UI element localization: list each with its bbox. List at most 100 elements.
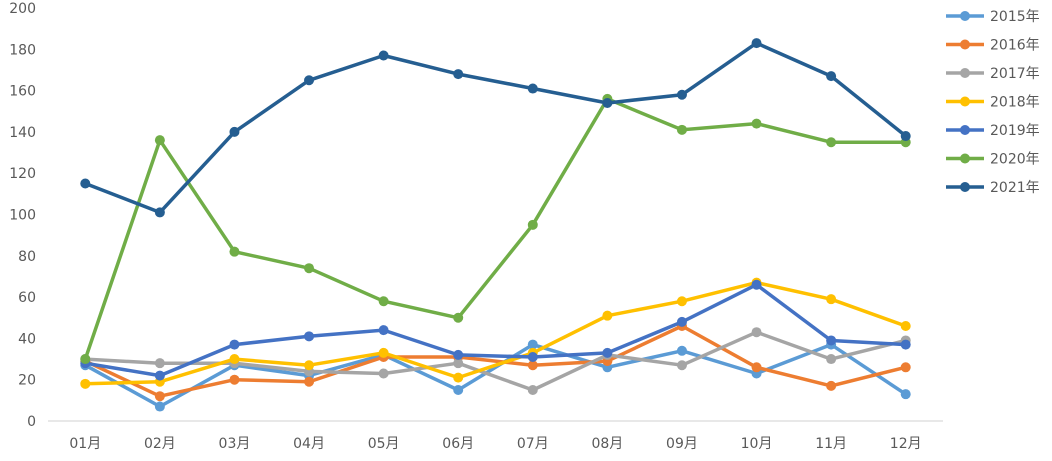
data-point bbox=[304, 360, 315, 371]
data-point bbox=[900, 389, 911, 400]
data-point bbox=[900, 362, 911, 373]
data-point bbox=[378, 347, 389, 358]
y-tick-label: 0 bbox=[27, 414, 36, 430]
legend-swatch-marker bbox=[960, 96, 970, 107]
data-point bbox=[453, 385, 464, 396]
data-point bbox=[751, 118, 762, 129]
legend-item: 2018年 bbox=[946, 95, 1040, 111]
legend-swatch-marker bbox=[960, 153, 970, 164]
data-point bbox=[751, 327, 762, 338]
x-tick-label: 11月 bbox=[815, 436, 847, 452]
data-point bbox=[453, 69, 464, 80]
data-point bbox=[453, 358, 464, 369]
data-point bbox=[154, 370, 165, 381]
data-point bbox=[229, 374, 240, 385]
data-point bbox=[602, 97, 613, 108]
legend-label: 2019年 bbox=[990, 123, 1040, 139]
y-tick-label: 160 bbox=[9, 84, 36, 100]
legend-label: 2015年 bbox=[990, 9, 1040, 25]
series-5 bbox=[80, 279, 911, 381]
data-point bbox=[304, 331, 315, 342]
data-point bbox=[602, 310, 613, 321]
data-point bbox=[676, 316, 687, 327]
x-tick-label: 10月 bbox=[741, 436, 773, 452]
legend-swatch-marker bbox=[960, 39, 970, 50]
data-point bbox=[527, 360, 538, 371]
data-point bbox=[826, 137, 837, 148]
x-tick-label: 04月 bbox=[293, 436, 325, 452]
legend-item: 2016年 bbox=[946, 38, 1040, 54]
x-tick-label: 08月 bbox=[591, 436, 623, 452]
y-tick-label: 140 bbox=[9, 125, 36, 141]
y-tick-label: 20 bbox=[18, 373, 36, 389]
x-tick-label: 02月 bbox=[144, 436, 176, 452]
data-point bbox=[527, 339, 538, 350]
data-point bbox=[602, 347, 613, 358]
data-point bbox=[527, 83, 538, 94]
data-point bbox=[80, 178, 91, 189]
series-7 bbox=[80, 38, 911, 218]
legend-label: 2016年 bbox=[990, 38, 1040, 54]
data-point bbox=[304, 75, 315, 86]
data-point bbox=[304, 376, 315, 387]
y-tick-label: 120 bbox=[9, 166, 36, 182]
data-point bbox=[304, 263, 315, 274]
data-point bbox=[154, 391, 165, 402]
data-point bbox=[527, 385, 538, 396]
data-point bbox=[900, 339, 911, 350]
data-point bbox=[751, 279, 762, 290]
y-tick-label: 60 bbox=[18, 290, 36, 306]
data-point bbox=[229, 339, 240, 350]
data-point bbox=[229, 246, 240, 257]
data-point bbox=[378, 325, 389, 336]
data-point bbox=[900, 321, 911, 332]
data-point bbox=[229, 126, 240, 137]
legend-item: 2019年 bbox=[946, 123, 1040, 139]
legend-swatch-marker bbox=[960, 182, 970, 192]
series-4 bbox=[80, 277, 911, 389]
data-point bbox=[453, 349, 464, 360]
series-6 bbox=[80, 93, 911, 365]
data-point bbox=[826, 71, 837, 82]
legend-label: 2020年 bbox=[990, 152, 1040, 168]
legend-swatch-marker bbox=[960, 68, 970, 78]
data-point bbox=[676, 360, 687, 371]
data-point bbox=[826, 380, 837, 391]
data-point bbox=[154, 207, 165, 218]
y-tick-label: 40 bbox=[18, 331, 36, 347]
legend-label: 2021年 bbox=[990, 180, 1040, 196]
x-tick-label: 12月 bbox=[890, 436, 922, 452]
data-point bbox=[229, 354, 240, 365]
legend-swatch-marker bbox=[960, 11, 970, 21]
y-tick-label: 100 bbox=[9, 208, 36, 224]
data-point bbox=[676, 124, 687, 135]
legend-swatch-marker bbox=[960, 125, 970, 135]
x-tick-label: 07月 bbox=[517, 436, 549, 452]
legend-item: 2020年 bbox=[946, 152, 1040, 168]
x-tick-label: 03月 bbox=[219, 436, 251, 452]
data-point bbox=[154, 358, 165, 369]
series-line bbox=[83, 280, 908, 386]
x-tick-label: 09月 bbox=[666, 436, 698, 452]
series-line bbox=[83, 282, 908, 378]
data-point bbox=[751, 38, 762, 49]
data-point bbox=[80, 378, 91, 389]
data-point bbox=[676, 345, 687, 356]
data-point bbox=[826, 354, 837, 365]
data-point bbox=[378, 296, 389, 307]
data-point bbox=[378, 50, 389, 61]
data-point bbox=[826, 335, 837, 346]
y-tick-label: 200 bbox=[9, 1, 36, 17]
data-point bbox=[900, 131, 911, 142]
data-point bbox=[527, 351, 538, 362]
x-tick-label: 06月 bbox=[442, 436, 474, 452]
data-point bbox=[154, 135, 165, 146]
x-tick-label: 05月 bbox=[368, 436, 400, 452]
data-point bbox=[453, 312, 464, 323]
data-point bbox=[826, 294, 837, 305]
legend-item: 2017年 bbox=[946, 66, 1040, 82]
data-point bbox=[80, 354, 91, 365]
data-point bbox=[676, 296, 687, 307]
data-point bbox=[751, 362, 762, 373]
